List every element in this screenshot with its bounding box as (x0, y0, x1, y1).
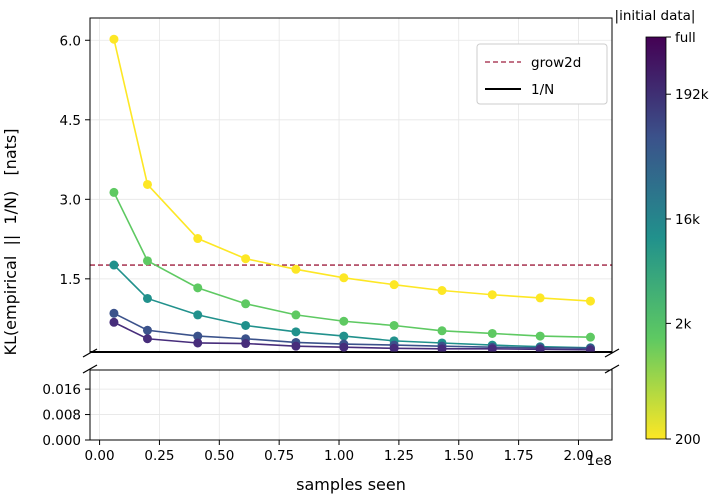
data-point (535, 293, 545, 303)
data-point (142, 179, 152, 189)
y-tick-label: 6.0 (60, 33, 81, 49)
colorbar-tick-label: 16k (675, 212, 700, 228)
data-point (487, 290, 497, 300)
data-point (142, 325, 152, 335)
colorbar-tick-label: 192k (675, 87, 709, 103)
y-ticks-upper: 1.5 3.0 4.5 6.0 (60, 33, 90, 288)
data-point (487, 328, 497, 338)
data-point (241, 254, 251, 264)
y-tick-label: 1.5 (60, 272, 81, 288)
colorbar-tick-label: full (675, 30, 696, 46)
series-0 (109, 34, 595, 306)
x-offset-label: 1e8 (587, 453, 612, 469)
colorbar-label: |initial data| (615, 8, 696, 24)
data-point (142, 256, 152, 266)
data-point (437, 326, 447, 336)
data-point (193, 310, 203, 320)
data-point (109, 308, 119, 318)
legend-grow2d-label: grow2d (531, 55, 581, 71)
lower-grid (90, 370, 612, 441)
x-tick-label: 1.25 (384, 448, 414, 464)
x-tick-label: 0.50 (204, 448, 234, 464)
series-2 (109, 260, 595, 352)
y-axis-label: KL(empirical || 1/N) [nats] (1, 129, 20, 356)
data-point (291, 327, 301, 337)
x-tick-label: 2.00 (563, 448, 593, 464)
x-axis-label: samples seen (296, 475, 406, 494)
colorbar-ticks: 200 2k 16k 192k full (666, 30, 709, 448)
data-point (193, 338, 203, 348)
data-point (585, 332, 595, 342)
data-point (241, 299, 251, 309)
x-ticks: 0.00 0.25 0.50 0.75 1.00 1.25 1.50 1.75 2.00 (85, 440, 594, 464)
data-point (241, 339, 251, 349)
data-point (109, 187, 119, 197)
data-point (437, 286, 447, 296)
y-tick-label: 0.008 (42, 408, 81, 424)
data-point (487, 344, 497, 352)
x-tick-label: 0.75 (264, 448, 294, 464)
data-point (291, 264, 301, 274)
legend: grow2d 1/N (476, 43, 608, 105)
series-4 (109, 317, 595, 352)
series-layer (109, 34, 595, 352)
data-point (241, 320, 251, 330)
data-point (193, 234, 203, 244)
axis-break-marks (82, 348, 620, 374)
data-point (339, 342, 349, 352)
data-point (109, 317, 119, 327)
colorbar: |initial data| 200 2k 16k 192k full (615, 8, 709, 448)
colorbar-tick-label: 2k (675, 316, 692, 332)
data-point (193, 331, 203, 341)
y-ticks-lower: 0.000 0.008 0.016 (42, 382, 90, 449)
data-point (339, 316, 349, 326)
data-point (109, 260, 119, 270)
legend-uniform-label: 1/N (531, 82, 554, 98)
y-tick-label: 0.016 (42, 382, 81, 398)
x-tick-label: 0.00 (85, 448, 115, 464)
data-point (437, 344, 447, 352)
data-point (389, 343, 399, 352)
upper-grid (90, 18, 612, 352)
data-point (339, 331, 349, 341)
data-point (193, 283, 203, 293)
upper-axes-frame (89, 17, 613, 353)
lower-axes-frame (89, 369, 613, 441)
data-point (291, 341, 301, 351)
x-tick-label: 1.50 (444, 448, 474, 464)
x-tick-label: 0.25 (144, 448, 174, 464)
data-point (109, 34, 119, 44)
y-tick-label: 3.0 (60, 192, 81, 208)
data-point (291, 310, 301, 320)
data-point (339, 273, 349, 283)
colorbar-tick-label: 200 (675, 432, 701, 448)
data-point (535, 344, 545, 352)
x-tick-label: 1.75 (504, 448, 534, 464)
data-point (535, 331, 545, 341)
data-point (142, 334, 152, 344)
data-point (389, 280, 399, 290)
colorbar-gradient (645, 36, 667, 440)
y-tick-label: 0.000 (42, 433, 81, 449)
data-point (585, 296, 595, 306)
series-1 (109, 187, 595, 342)
data-point (142, 293, 152, 303)
data-point (585, 345, 595, 352)
data-point (389, 320, 399, 330)
y-tick-label: 4.5 (60, 113, 81, 129)
x-tick-label: 1.00 (324, 448, 354, 464)
